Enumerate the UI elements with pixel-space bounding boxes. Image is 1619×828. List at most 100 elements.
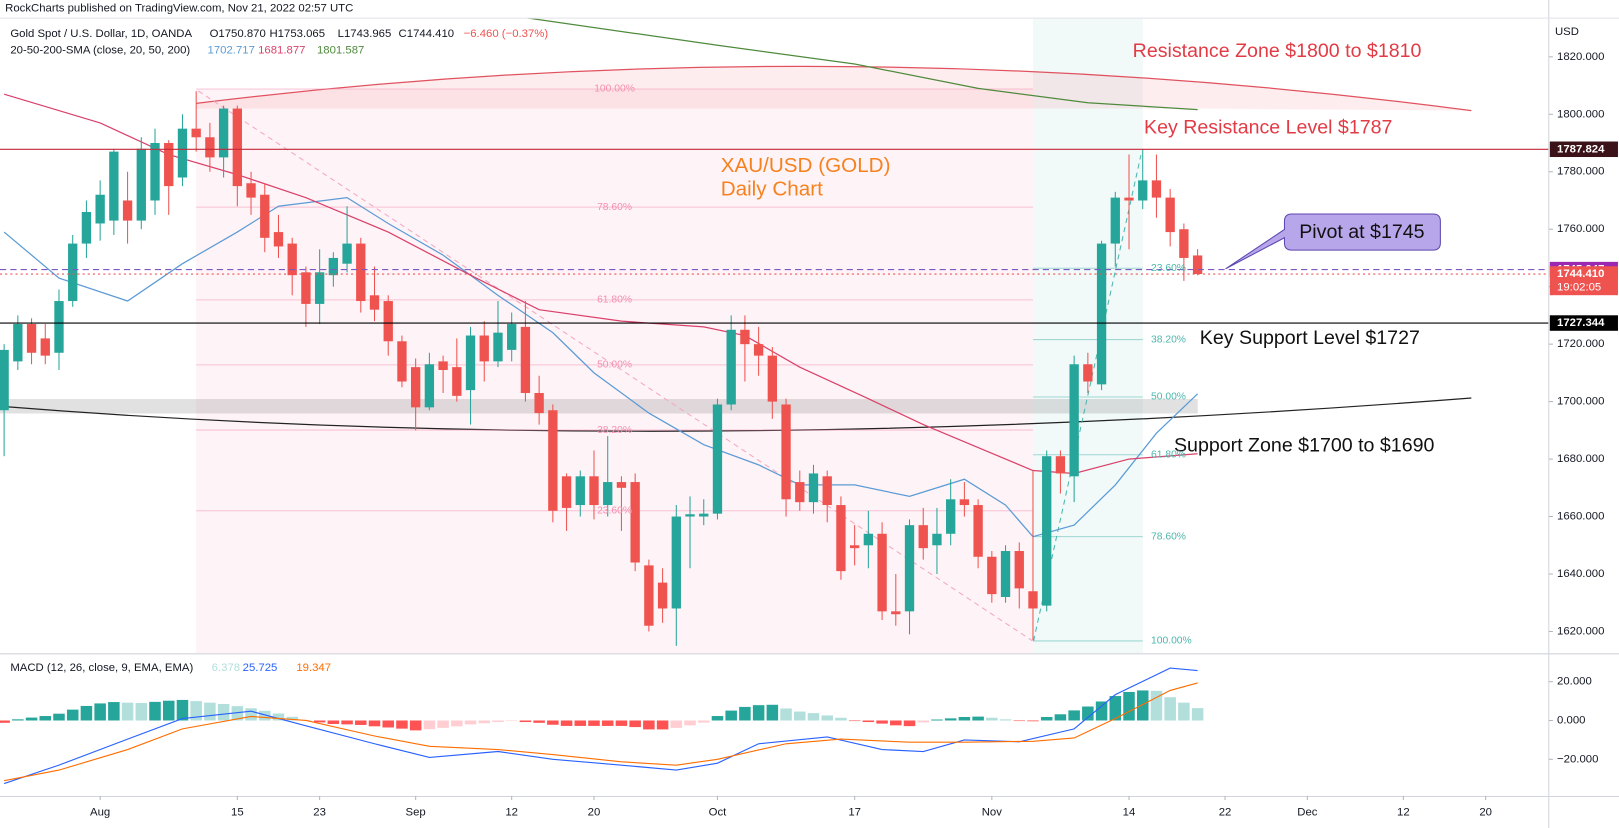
x-tick-label: Sep (406, 806, 426, 818)
sma-legend-value: 1702.717 (208, 45, 255, 57)
candle-body (657, 582, 668, 609)
candle-body (534, 392, 544, 414)
fib-label: 78.60% (597, 202, 632, 213)
macd-histogram-bar (574, 720, 587, 726)
candle-body (328, 257, 339, 276)
candle-body (685, 514, 695, 517)
candle-body (863, 533, 874, 546)
x-tick-label: 20 (1479, 806, 1492, 818)
macd-histogram-bar (615, 720, 628, 726)
candle-body (507, 324, 517, 350)
fib-label: 23.60% (597, 506, 632, 517)
candle-body (287, 243, 297, 276)
candle-body (1138, 180, 1148, 201)
candle-body (177, 128, 188, 178)
macd-histogram-bar (286, 716, 298, 721)
macd-histogram-bar (505, 720, 518, 722)
candle-body (973, 505, 983, 557)
candle-body (452, 367, 462, 396)
candle-body (1096, 243, 1107, 385)
candle-body (891, 611, 901, 615)
y-tick-label: 1780.000 (1557, 166, 1604, 178)
sma-legend-value: 1801.587 (317, 45, 364, 57)
sma-line (527, 18, 1198, 111)
macd-histogram-bar (739, 706, 751, 721)
candle-body (246, 183, 256, 198)
candle-body (164, 143, 174, 187)
macd-histogram-bar (341, 720, 353, 725)
candle-body (301, 272, 311, 304)
macd-histogram-bar (53, 713, 65, 721)
macd-histogram-bar (656, 720, 669, 730)
candle-body (1028, 591, 1038, 609)
candle-body (232, 108, 242, 187)
macd-histogram-bar (643, 720, 655, 730)
candle-body (561, 476, 572, 508)
macd-line (3, 667, 1198, 785)
macd-legend-value: 6.378 (212, 662, 240, 674)
macd-histogram-bar (272, 713, 285, 721)
candle-body (589, 476, 599, 506)
macd-histogram-bar (1082, 706, 1094, 721)
candle-body (1014, 551, 1024, 589)
x-tick-label: 12 (505, 806, 518, 818)
fib-label: 38.20% (1151, 334, 1186, 345)
support-zone-fill (0, 399, 1198, 414)
chart-title: Gold Spot / U.S. Dollar, 1D, OANDA (10, 28, 192, 40)
macd-histogram-bar (670, 720, 683, 728)
annotation: Key Support Level $1727 (1200, 327, 1420, 349)
y-tick-label: 1700.000 (1557, 396, 1604, 408)
x-tick-label: Aug (90, 806, 110, 818)
fib-label: 50.00% (1151, 392, 1186, 403)
macd-histogram-bar (1191, 708, 1204, 721)
fib-label: 61.80% (1151, 449, 1186, 460)
macd-histogram-bar (162, 700, 175, 721)
candle-body (0, 349, 9, 411)
ohlc-open: O1750.870 (210, 28, 266, 40)
macd-histogram-bar (1150, 690, 1163, 721)
macd-histogram-bar (409, 720, 422, 731)
macd-histogram-bar (492, 720, 504, 723)
x-tick-label: Oct (709, 806, 728, 818)
y-tick-label: 1720.000 (1557, 338, 1604, 350)
candle-body (191, 128, 201, 138)
macd-histogram-bar (629, 720, 641, 728)
candle-body (465, 335, 476, 391)
candle-body (26, 324, 37, 353)
macd-histogram-bar (135, 703, 148, 721)
price-line-label-bg (1549, 266, 1618, 296)
macd-histogram-bar (80, 705, 93, 721)
macd-histogram-bar (547, 720, 559, 725)
y-tick-label: 1800.000 (1557, 108, 1604, 120)
x-tick-label: 14 (1123, 806, 1136, 818)
candle-body (630, 482, 640, 563)
macd-legend: MACD (12, 26, close, 9, EMA, EMA) (10, 662, 193, 674)
fib-label: 78.60% (1151, 531, 1186, 542)
candle-body (1069, 364, 1079, 477)
candle-body (1000, 551, 1011, 597)
candle-body (1124, 197, 1134, 201)
y-tick-label: 1640.000 (1557, 568, 1604, 580)
candle-body (1165, 197, 1175, 233)
candle-body (1083, 364, 1093, 382)
macd-histogram-bar (1109, 696, 1122, 721)
candle-body (356, 243, 366, 302)
price-pane (0, 18, 1549, 646)
macd-histogram-bar (821, 715, 833, 721)
fib-label: 100.00% (594, 84, 635, 95)
macd-histogram-bar (890, 720, 902, 726)
candle-body (699, 513, 709, 517)
macd-histogram-bar (1164, 697, 1176, 721)
macd-histogram-bar (725, 710, 737, 721)
candle-body (987, 556, 997, 595)
fib-label: 100.00% (1151, 636, 1192, 647)
candle-body (836, 505, 846, 572)
annotation: Pivot at $1745 (1299, 221, 1424, 243)
macd-histogram-bar (1068, 710, 1080, 721)
published-note: RockCharts published on TradingView.com,… (5, 2, 353, 14)
candle-body (410, 367, 421, 408)
candle-body (438, 361, 448, 371)
candle-body (740, 329, 750, 345)
